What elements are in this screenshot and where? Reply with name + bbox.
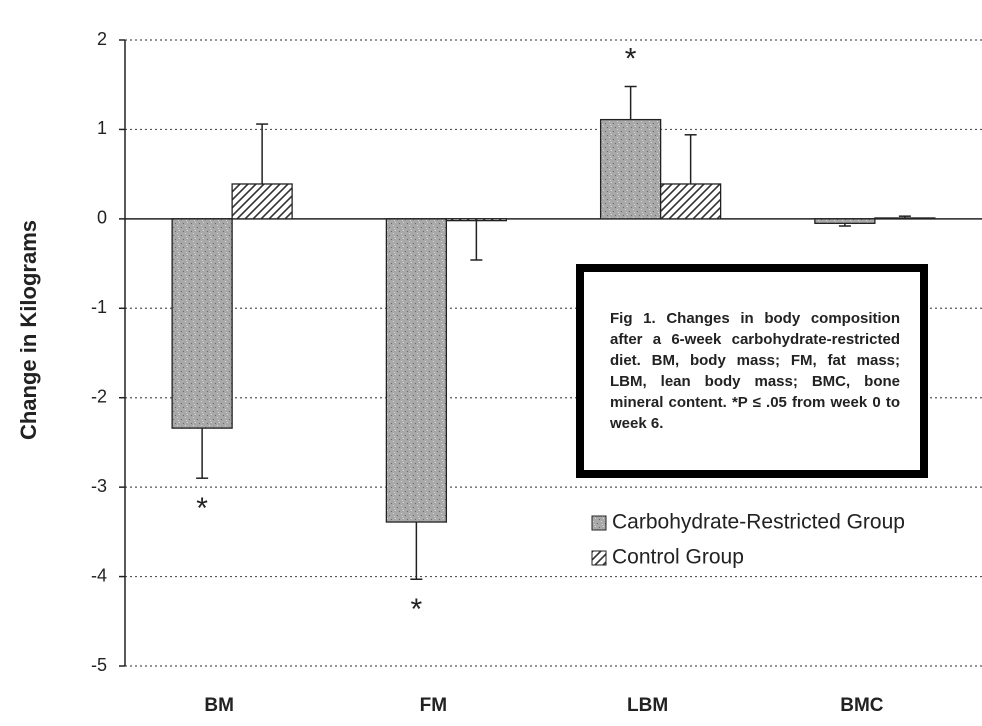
bar	[659, 183, 722, 220]
caption: Fig 1. Changes in body composition after…	[610, 310, 900, 432]
bar	[599, 118, 662, 220]
x-tick-label: FM	[420, 695, 447, 716]
y-tick-label: 1	[97, 118, 107, 138]
y-tick-label: 0	[97, 208, 107, 228]
y-axis-title: Change in Kilograms	[16, 220, 41, 440]
caption-box: Fig 1. Changes in body composition after…	[576, 264, 928, 478]
bar	[874, 217, 936, 220]
bar	[445, 218, 508, 222]
bar	[814, 218, 876, 224]
y-tick-label: -4	[91, 565, 107, 585]
y-tick-label: -2	[91, 386, 107, 406]
legend-swatch	[591, 550, 607, 566]
x-tick-label: BM	[204, 695, 234, 716]
significance-mark: *	[625, 42, 637, 75]
legend-label: Carbohydrate-Restricted Group	[612, 511, 905, 534]
y-tick-label: -3	[91, 476, 107, 496]
legend-swatch	[591, 515, 607, 531]
significance-mark: *	[196, 492, 208, 525]
x-tick-label: BMC	[840, 695, 884, 716]
y-tick-label: -5	[91, 655, 107, 675]
bar	[385, 218, 448, 523]
y-tick-label: -1	[91, 297, 107, 317]
legend-label: Control Group	[612, 546, 744, 569]
bar	[171, 218, 233, 429]
x-tick-label: LBM	[627, 695, 668, 716]
bar	[231, 183, 293, 220]
significance-mark: *	[411, 593, 423, 626]
y-tick-label: 2	[97, 29, 107, 49]
